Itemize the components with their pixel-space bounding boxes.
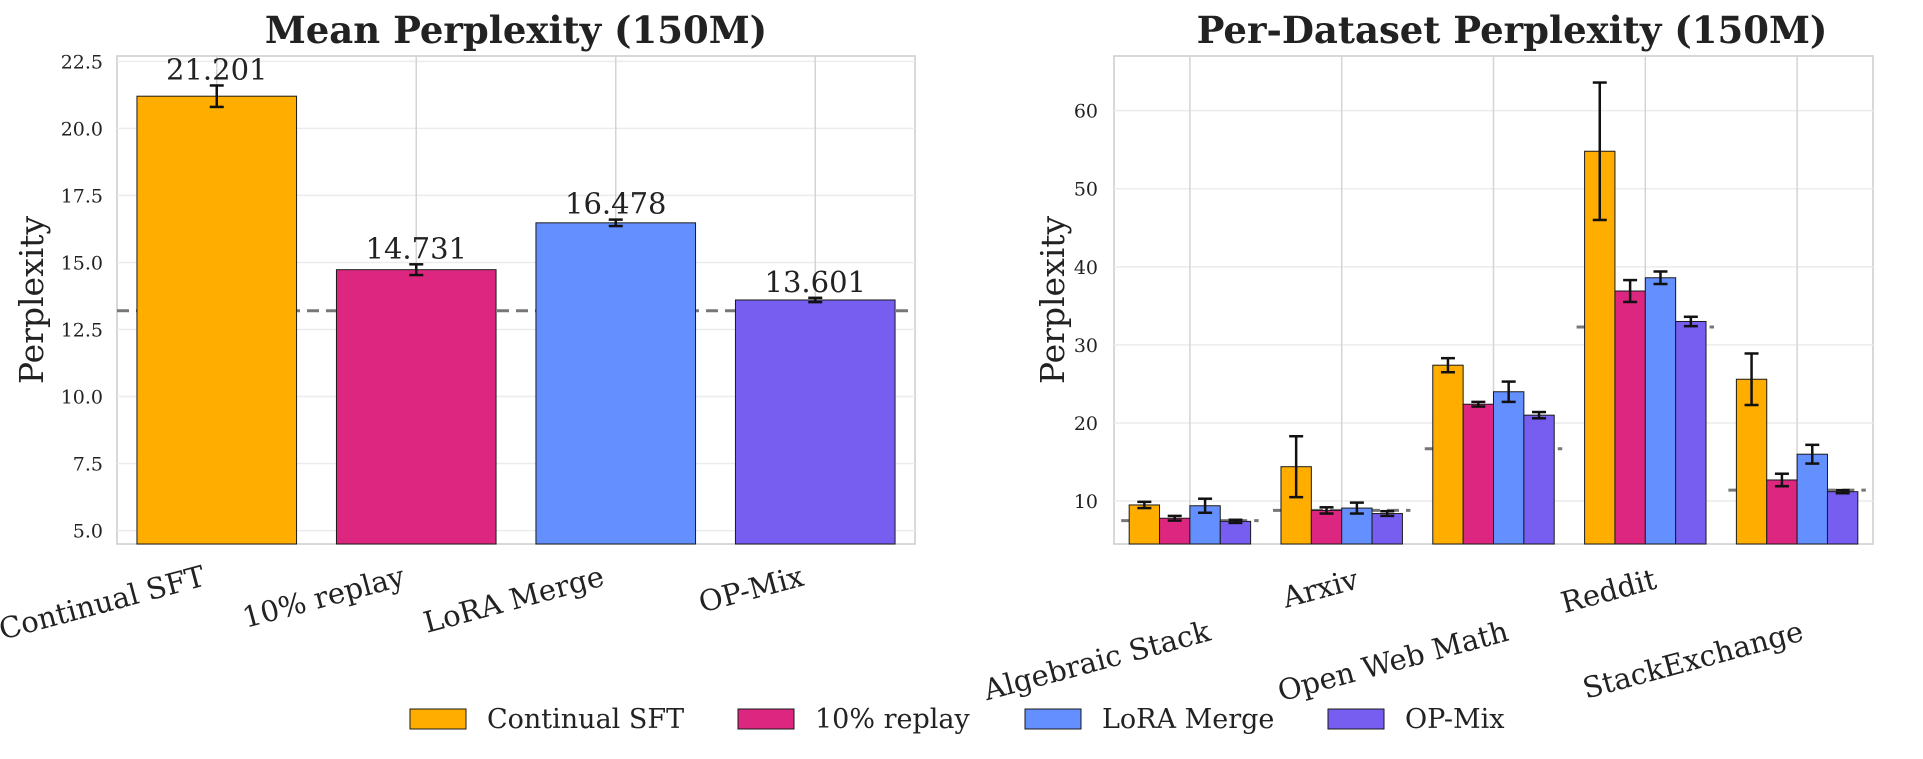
mean-perplexity-chart: 5.0 7.5 10.0 12.5 15.0 17.5 20.0 22.5 Continual… (0, 8, 916, 647)
right-error-bar (1835, 488, 1850, 495)
right-error-bar (1592, 81, 1607, 222)
left-bars (136, 84, 896, 545)
right-error-bar (1501, 380, 1516, 404)
right-error-bar (1683, 315, 1698, 328)
left-xtick-label: 10% replay (239, 559, 409, 635)
right-bar (1310, 509, 1343, 545)
left-value-label: 14.731 (366, 231, 467, 265)
legend-item: OP-Mix (1327, 704, 1504, 735)
right-bar (1796, 453, 1828, 545)
right-yticks: 10 20 30 40 50 60 (1074, 101, 1098, 513)
right-error-bar (1440, 356, 1455, 374)
right-xtick-label: Reddit (1557, 562, 1660, 620)
right-ytick-label: 20 (1074, 413, 1098, 435)
left-value-label: 21.201 (166, 52, 267, 86)
right-ytick-label: 40 (1074, 257, 1098, 279)
right-error-bar (1653, 270, 1668, 286)
right-bar (1493, 391, 1525, 545)
legend-swatch (1024, 708, 1082, 730)
right-error-bar (1380, 509, 1395, 518)
right-chart-title: Per-Dataset Perplexity (150M) (1197, 8, 1828, 52)
legend-swatch (1327, 708, 1385, 730)
right-xtick-label: Open Web Math (1274, 614, 1512, 708)
right-bar (1766, 479, 1798, 545)
legend-label: 10% replay (815, 704, 970, 735)
legend-swatch (409, 708, 467, 730)
left-value-label: 16.478 (565, 187, 666, 221)
right-bar (1371, 513, 1403, 545)
left-xtick-label: LoRA Merge (420, 559, 608, 640)
left-bar (734, 299, 896, 545)
right-bar (1675, 320, 1707, 545)
right-error-bar (1805, 443, 1820, 465)
right-xtick-label: Algebraic Stack (979, 614, 1214, 708)
left-yticks: 5.0 7.5 10.0 12.5 15.0 17.5 20.0 22.5 (61, 51, 103, 542)
left-ytick-label: 20.0 (61, 118, 103, 140)
right-xtick-label: StackExchange (1579, 614, 1807, 706)
left-xtick-label: Continual SFT (0, 559, 209, 647)
legend-label: LoRA Merge (1102, 704, 1274, 735)
right-error-bar (1349, 501, 1364, 515)
right-bar (1432, 364, 1464, 545)
right-bar (1523, 414, 1555, 545)
right-y-axis-label: Perplexity (1033, 215, 1072, 384)
right-bar (1462, 403, 1495, 545)
left-ytick-label: 22.5 (61, 51, 103, 73)
right-bar (1159, 517, 1191, 545)
right-ytick-label: 30 (1074, 335, 1098, 357)
left-error-bar (409, 263, 424, 277)
left-error-bar (608, 218, 623, 228)
right-error-bar (1289, 434, 1304, 499)
left-xtick-label: OP-Mix (695, 559, 807, 619)
left-ytick-label: 15.0 (61, 252, 103, 274)
left-error-bar (808, 296, 823, 304)
right-error-bar (1198, 497, 1213, 515)
left-ytick-label: 7.5 (73, 454, 103, 476)
right-error-bar (1774, 472, 1789, 488)
left-xticks: Continual SFT 10% replay LoRA Merge OP-Mix (0, 559, 807, 647)
left-y-axis-label: Perplexity (12, 215, 51, 384)
right-ytick-label: 50 (1074, 179, 1098, 201)
legend: Continual SFT 10% replay LoRA Merge OP-Mix (409, 704, 1504, 735)
left-value-label: 13.601 (765, 265, 866, 299)
right-ytick-label: 60 (1074, 101, 1098, 123)
left-error-bar (209, 84, 224, 109)
right-error-bar (1167, 514, 1182, 522)
right-bars (1128, 81, 1859, 545)
legend-item: Continual SFT (409, 704, 684, 735)
right-bar (1644, 277, 1677, 545)
right-ytick-label: 10 (1074, 491, 1098, 513)
right-error-bar (1471, 400, 1486, 408)
left-value-labels: 21.201 14.731 16.478 13.601 (166, 52, 866, 298)
right-bar (1826, 491, 1859, 545)
legend-label: OP-Mix (1405, 704, 1504, 735)
left-ytick-label: 17.5 (61, 185, 103, 207)
left-ytick-label: 10.0 (61, 387, 103, 409)
right-xtick-label: Arxiv (1278, 562, 1363, 615)
right-bar (1128, 504, 1161, 545)
legend-swatch (737, 708, 795, 730)
left-ytick-label: 12.5 (61, 319, 103, 341)
right-error-bar (1319, 506, 1334, 515)
right-bar (1219, 520, 1252, 545)
right-error-bar (1532, 410, 1547, 420)
left-chart-title: Mean Perplexity (150M) (265, 8, 767, 52)
left-bar (335, 269, 497, 545)
left-bar (535, 222, 697, 545)
left-ytick-label: 5.0 (73, 521, 103, 543)
legend-label: Continual SFT (487, 704, 684, 735)
legend-item: LoRA Merge (1024, 704, 1274, 735)
right-error-bar (1228, 518, 1243, 525)
legend-item: 10% replay (737, 704, 970, 735)
right-error-bar (1623, 278, 1638, 304)
right-error-bar (1137, 500, 1152, 510)
right-error-bar (1744, 352, 1759, 407)
right-bar (1614, 290, 1646, 545)
left-bar (136, 95, 298, 545)
